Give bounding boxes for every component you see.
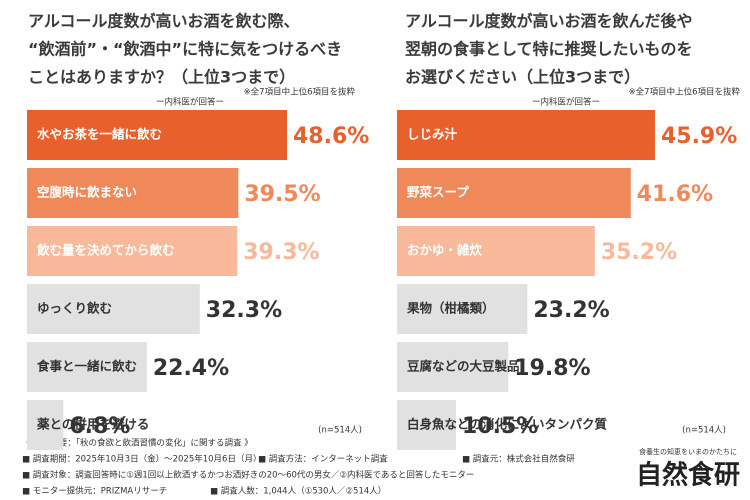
bar-label: 白身魚などの消化によいタンパク質 xyxy=(407,417,608,432)
bar-label: 飲む量を決めてから飲む xyxy=(36,243,175,258)
sample-note: (n=514人) xyxy=(318,426,362,436)
chart-note: ※全7項目中上位6項目を抜粋 xyxy=(244,87,356,98)
bar-label: 水やお茶を一緒に飲む xyxy=(37,127,162,142)
value-label: 45.9% xyxy=(661,124,737,149)
bar-label: ゆっくり飲む xyxy=(37,301,112,316)
chart-title: アルコール度数が高いお酒を飲んだ後や xyxy=(405,12,693,31)
bar-label: 薬との併用を避ける xyxy=(36,417,149,432)
sample-note: (n=514人) xyxy=(682,426,726,436)
bar-label: 空腹時に飲まない xyxy=(37,185,137,200)
bar xyxy=(27,400,64,450)
bar-label: 食事と一緒に飲む xyxy=(36,359,137,374)
logo-name: 自然食研 xyxy=(636,460,740,491)
chart-note: ※全7項目中上位6項目を抜粋 xyxy=(629,87,741,98)
value-label: 6.8% xyxy=(69,414,130,439)
chart-title: アルコール度数が高いお酒を飲む際、 xyxy=(28,12,300,31)
value-label: 10.5% xyxy=(462,414,538,439)
footer-count: ■ 調査人数：1,044人（①530人／②514人） xyxy=(210,486,386,497)
value-label: 32.3% xyxy=(206,298,282,323)
bar-label: 果物（柑橘類） xyxy=(406,301,495,316)
bar xyxy=(397,400,457,450)
footer-method: ■ 調査方法：インターネット調査 xyxy=(258,454,388,465)
value-label: 19.8% xyxy=(514,356,590,381)
footer-heading: 《 調査概要：「秋の食欲と飲酒習慣の変化」に関する調査 》 xyxy=(22,438,253,449)
value-label: 23.2% xyxy=(533,298,609,323)
chart-subtitle: ー内科医が回答ー xyxy=(156,97,224,108)
bar xyxy=(27,226,238,276)
bar xyxy=(27,284,200,334)
bar xyxy=(397,284,528,334)
chart-subtitle: ー内科医が回答ー xyxy=(532,97,600,108)
chart-title: 翌朝の食事として特に推奨したいものを xyxy=(405,40,693,59)
footer-source: ■ 調査元：株式会社自然食研 xyxy=(462,454,575,465)
bar xyxy=(397,110,655,160)
chart-title: お選びください（上位3つまで） xyxy=(405,68,640,87)
value-label: 39.5% xyxy=(244,182,320,207)
bar-label: しじみ汁 xyxy=(407,127,458,142)
bar-label: おかゆ・雑炊 xyxy=(407,243,483,258)
value-label: 48.6% xyxy=(293,124,369,149)
footer-period: ■ 調査期間：2025年10月3日（金）～2025年10月6日（月） xyxy=(22,454,261,465)
bar xyxy=(27,168,239,218)
chart-title: “飲酒前”・“飲酒中”に特に気をつけるべき xyxy=(28,40,342,59)
chart-title: ことはありますか？（上位3つまで） xyxy=(28,68,295,87)
logo-tagline: 食養生の知恵をいまのかたちに xyxy=(639,447,737,456)
footer-provider: ■ モニター提供元：PRIZMAリサーチ xyxy=(22,486,167,497)
value-label: 41.6% xyxy=(637,182,713,207)
bar xyxy=(397,168,631,218)
bar xyxy=(397,342,509,392)
bar xyxy=(27,110,288,160)
bar xyxy=(397,226,595,276)
bar-label: 野菜スープ xyxy=(407,185,469,200)
value-label: 39.3% xyxy=(243,240,319,265)
value-label: 35.2% xyxy=(601,240,677,265)
footer-target: ■ 調査対象：調査回答時に①週1回以上飲酒するかつお酒好きの20～60代の男女／… xyxy=(22,470,474,481)
bar-label: 豆腐などの大豆製品 xyxy=(407,359,520,374)
bar xyxy=(27,342,147,392)
value-label: 22.4% xyxy=(153,356,229,381)
